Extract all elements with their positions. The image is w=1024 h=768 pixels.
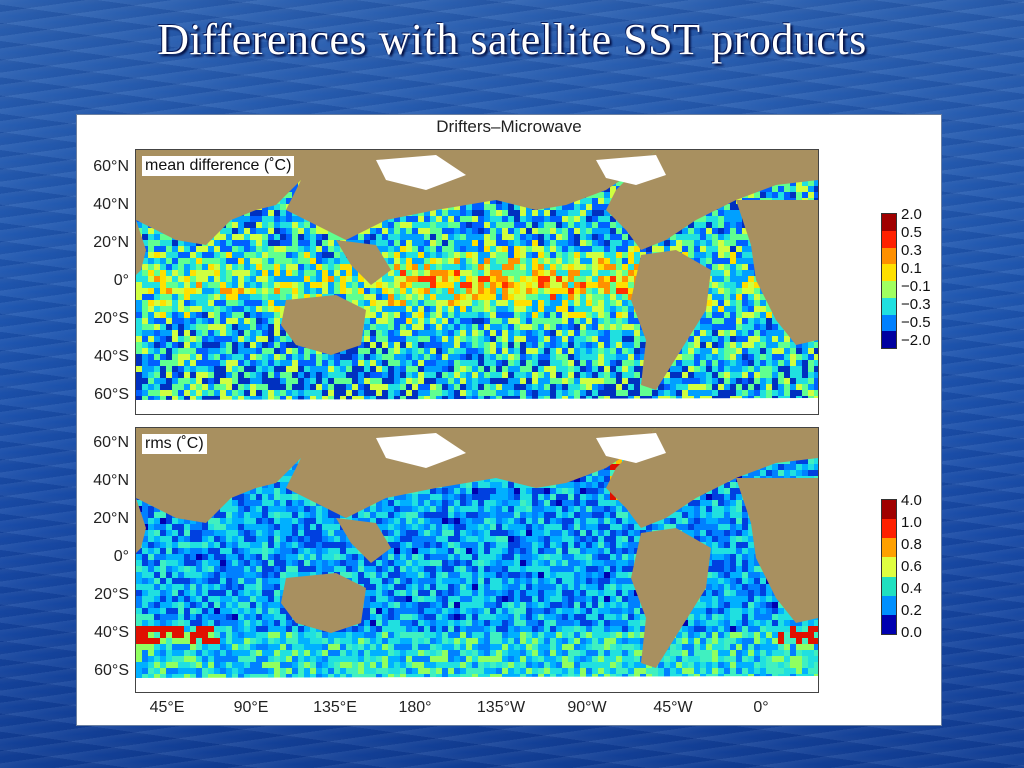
lat-label: 60°N: [93, 158, 129, 175]
colorbar-label: 0.1: [901, 260, 922, 277]
colorbar-segment: [882, 614, 896, 634]
panel-label-rms: rms (˚C): [142, 434, 207, 454]
colorbar-rms: [881, 499, 897, 635]
colorbar-segment: [882, 557, 896, 577]
slide-title: Differences with satellite SST products: [157, 15, 867, 64]
colorbar-segment: [882, 264, 896, 281]
colorbar-label: 0.8: [901, 536, 922, 553]
colorbar-label: 0.3: [901, 242, 922, 259]
lon-label: 180°: [398, 699, 432, 716]
colorbar-label: −0.3: [901, 296, 931, 313]
panel-label-mean: mean difference (˚C): [142, 156, 295, 176]
colorbar-segment: [882, 247, 896, 265]
colorbar-label: 0.4: [901, 580, 922, 597]
antarctica-mask: [136, 398, 818, 414]
colorbar-segment: [882, 297, 896, 315]
lon-label: 135°W: [476, 699, 526, 716]
antarctica-mask: [136, 676, 818, 692]
sea-ice-mask: [376, 155, 466, 190]
sea-ice-mask: [596, 155, 666, 185]
sea-ice-mask: [596, 433, 666, 463]
land-mass: [286, 150, 656, 240]
colorbar-label: 1.0: [901, 514, 922, 531]
lon-label: 45°E: [149, 699, 185, 716]
lat-label: 40°S: [94, 624, 129, 641]
land-mass: [736, 478, 818, 623]
lon-label: 90°W: [567, 699, 607, 716]
land-mass: [281, 573, 366, 633]
rms-map: rms (˚C): [135, 427, 819, 693]
colorbar-segment: [882, 576, 896, 596]
land-mass: [631, 250, 711, 390]
figure-title: Drifters–Microwave: [436, 117, 582, 136]
colorbar-label: −0.5: [901, 314, 931, 331]
lat-label: 40°S: [94, 348, 129, 365]
colorbar-segment: [882, 519, 896, 539]
lat-label: 40°N: [93, 196, 129, 213]
land-mass: [281, 295, 366, 355]
lat-label: 20°N: [93, 234, 129, 251]
colorbar-label: −2.0: [901, 332, 931, 349]
mean-difference-map: mean difference (˚C): [135, 149, 819, 415]
colorbar-label: 0.6: [901, 558, 922, 575]
colorbar-segment: [882, 214, 896, 231]
colorbar-segment: [882, 314, 896, 332]
lon-label: 135°E: [313, 699, 357, 716]
colorbar-segment: [882, 500, 896, 520]
land-mass: [336, 518, 391, 563]
colorbar-label: 0.0: [901, 624, 922, 641]
colorbar-segment: [882, 281, 896, 298]
lat-label: 40°N: [93, 472, 129, 489]
lat-label: 20°S: [94, 586, 129, 603]
land-mass: [136, 428, 146, 553]
land-mass: [136, 150, 146, 275]
colorbar-label: −0.1: [901, 278, 931, 295]
lon-label: 90°E: [233, 699, 269, 716]
lon-label: 0°: [753, 699, 769, 716]
colorbar-mean: [881, 213, 897, 349]
land-mass: [736, 200, 818, 345]
colorbar-label: 0.5: [901, 224, 922, 241]
lat-label: 0°: [113, 272, 129, 289]
colorbar-label: 2.0: [901, 206, 922, 223]
lon-label: 45°W: [653, 699, 693, 716]
land-mass: [336, 240, 391, 285]
lat-label: 20°S: [94, 310, 129, 327]
colorbar-segment: [882, 230, 896, 248]
lat-label: 20°N: [93, 510, 129, 527]
land-mass: [286, 428, 656, 518]
colorbar-label: 4.0: [901, 492, 922, 509]
colorbar-segment: [882, 331, 896, 348]
lat-label: 60°S: [94, 386, 129, 403]
lat-label: 60°N: [93, 434, 129, 451]
colorbar-segment: [882, 538, 896, 558]
figure: Drifters–Microwave mean difference (˚C) …: [76, 114, 942, 726]
colorbar-segment: [882, 595, 896, 615]
sea-ice-mask: [376, 433, 466, 468]
colorbar-label: 0.2: [901, 602, 922, 619]
land-mass: [631, 528, 711, 668]
lat-label: 0°: [113, 548, 129, 565]
lat-label: 60°S: [94, 662, 129, 679]
